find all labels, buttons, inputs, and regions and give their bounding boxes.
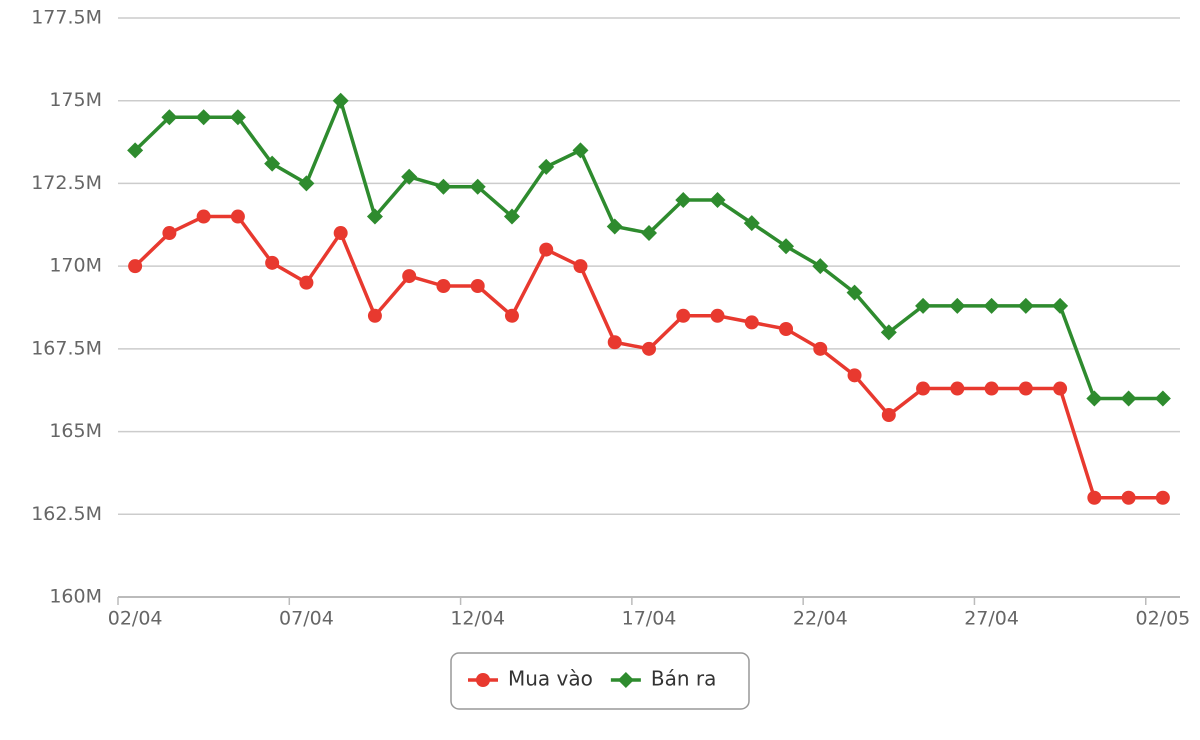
point bbox=[880, 324, 897, 341]
point bbox=[642, 341, 656, 356]
point bbox=[641, 225, 657, 242]
series-line bbox=[133, 214, 1163, 500]
point bbox=[573, 259, 588, 274]
point bbox=[162, 226, 177, 241]
point bbox=[128, 259, 143, 274]
y-tick-label: 175M bbox=[49, 89, 102, 111]
point bbox=[401, 168, 418, 185]
point bbox=[476, 673, 490, 687]
legend: Mua vào Bán ra bbox=[450, 652, 750, 710]
x-tick-label: 22/04 bbox=[793, 608, 848, 630]
point bbox=[127, 142, 144, 159]
y-tick-label: 160M bbox=[49, 586, 102, 608]
y-tick-label: 177.5M bbox=[31, 7, 102, 29]
point bbox=[333, 226, 348, 241]
point bbox=[778, 238, 795, 255]
point bbox=[229, 109, 246, 126]
point bbox=[606, 218, 623, 235]
legend-box bbox=[450, 652, 750, 710]
point bbox=[1018, 381, 1033, 396]
point bbox=[916, 381, 931, 396]
point bbox=[1052, 297, 1069, 314]
point bbox=[846, 284, 863, 301]
legend-label: Mua vào bbox=[508, 667, 593, 691]
y-tick-label: 170M bbox=[49, 255, 102, 277]
point bbox=[1087, 490, 1102, 505]
point bbox=[983, 297, 1000, 314]
x-tick-label: 02/05 bbox=[1135, 608, 1190, 630]
point bbox=[299, 275, 314, 290]
x-tick-label: 02/04 bbox=[108, 608, 163, 630]
x-tick-label: 12/04 bbox=[450, 608, 505, 630]
y-tick-label: 172.5M bbox=[31, 172, 102, 194]
point bbox=[1053, 381, 1068, 396]
point bbox=[230, 209, 245, 224]
point bbox=[402, 269, 417, 284]
point bbox=[607, 335, 622, 350]
point bbox=[470, 278, 485, 293]
y-tick-label: 167.5M bbox=[31, 337, 102, 359]
x-tick-label: 07/04 bbox=[279, 608, 334, 630]
point bbox=[812, 258, 829, 275]
point bbox=[1086, 390, 1103, 407]
point bbox=[676, 308, 691, 323]
point bbox=[539, 242, 554, 257]
point bbox=[332, 92, 349, 109]
point bbox=[469, 178, 486, 195]
point bbox=[435, 178, 452, 195]
point bbox=[617, 672, 634, 688]
point bbox=[195, 109, 212, 126]
point bbox=[709, 191, 726, 208]
point bbox=[572, 142, 589, 159]
x-tick-label: 27/04 bbox=[964, 608, 1019, 630]
point bbox=[1121, 490, 1136, 505]
point bbox=[710, 308, 725, 323]
point bbox=[779, 322, 794, 337]
point bbox=[504, 308, 519, 323]
point bbox=[949, 297, 966, 314]
point bbox=[847, 368, 862, 383]
point bbox=[538, 158, 555, 175]
point bbox=[367, 308, 382, 323]
point bbox=[744, 315, 759, 330]
point bbox=[366, 208, 383, 225]
legend-label: Bán ra bbox=[651, 667, 717, 691]
point bbox=[1120, 390, 1137, 407]
point bbox=[264, 155, 281, 172]
point bbox=[675, 191, 692, 208]
point bbox=[298, 175, 315, 192]
point bbox=[1017, 297, 1034, 314]
point bbox=[881, 408, 896, 423]
point bbox=[984, 381, 999, 396]
point bbox=[436, 278, 451, 293]
y-tick-label: 162.5M bbox=[31, 503, 102, 525]
point bbox=[950, 381, 965, 396]
point bbox=[1155, 490, 1170, 505]
x-tick-label: 17/04 bbox=[622, 608, 677, 630]
point bbox=[915, 297, 932, 314]
point bbox=[813, 341, 828, 356]
point bbox=[743, 215, 760, 232]
point bbox=[1154, 390, 1171, 407]
point bbox=[503, 208, 520, 225]
point bbox=[161, 109, 178, 126]
point bbox=[196, 209, 211, 224]
point bbox=[265, 255, 280, 270]
y-tick-label: 165M bbox=[49, 420, 102, 442]
